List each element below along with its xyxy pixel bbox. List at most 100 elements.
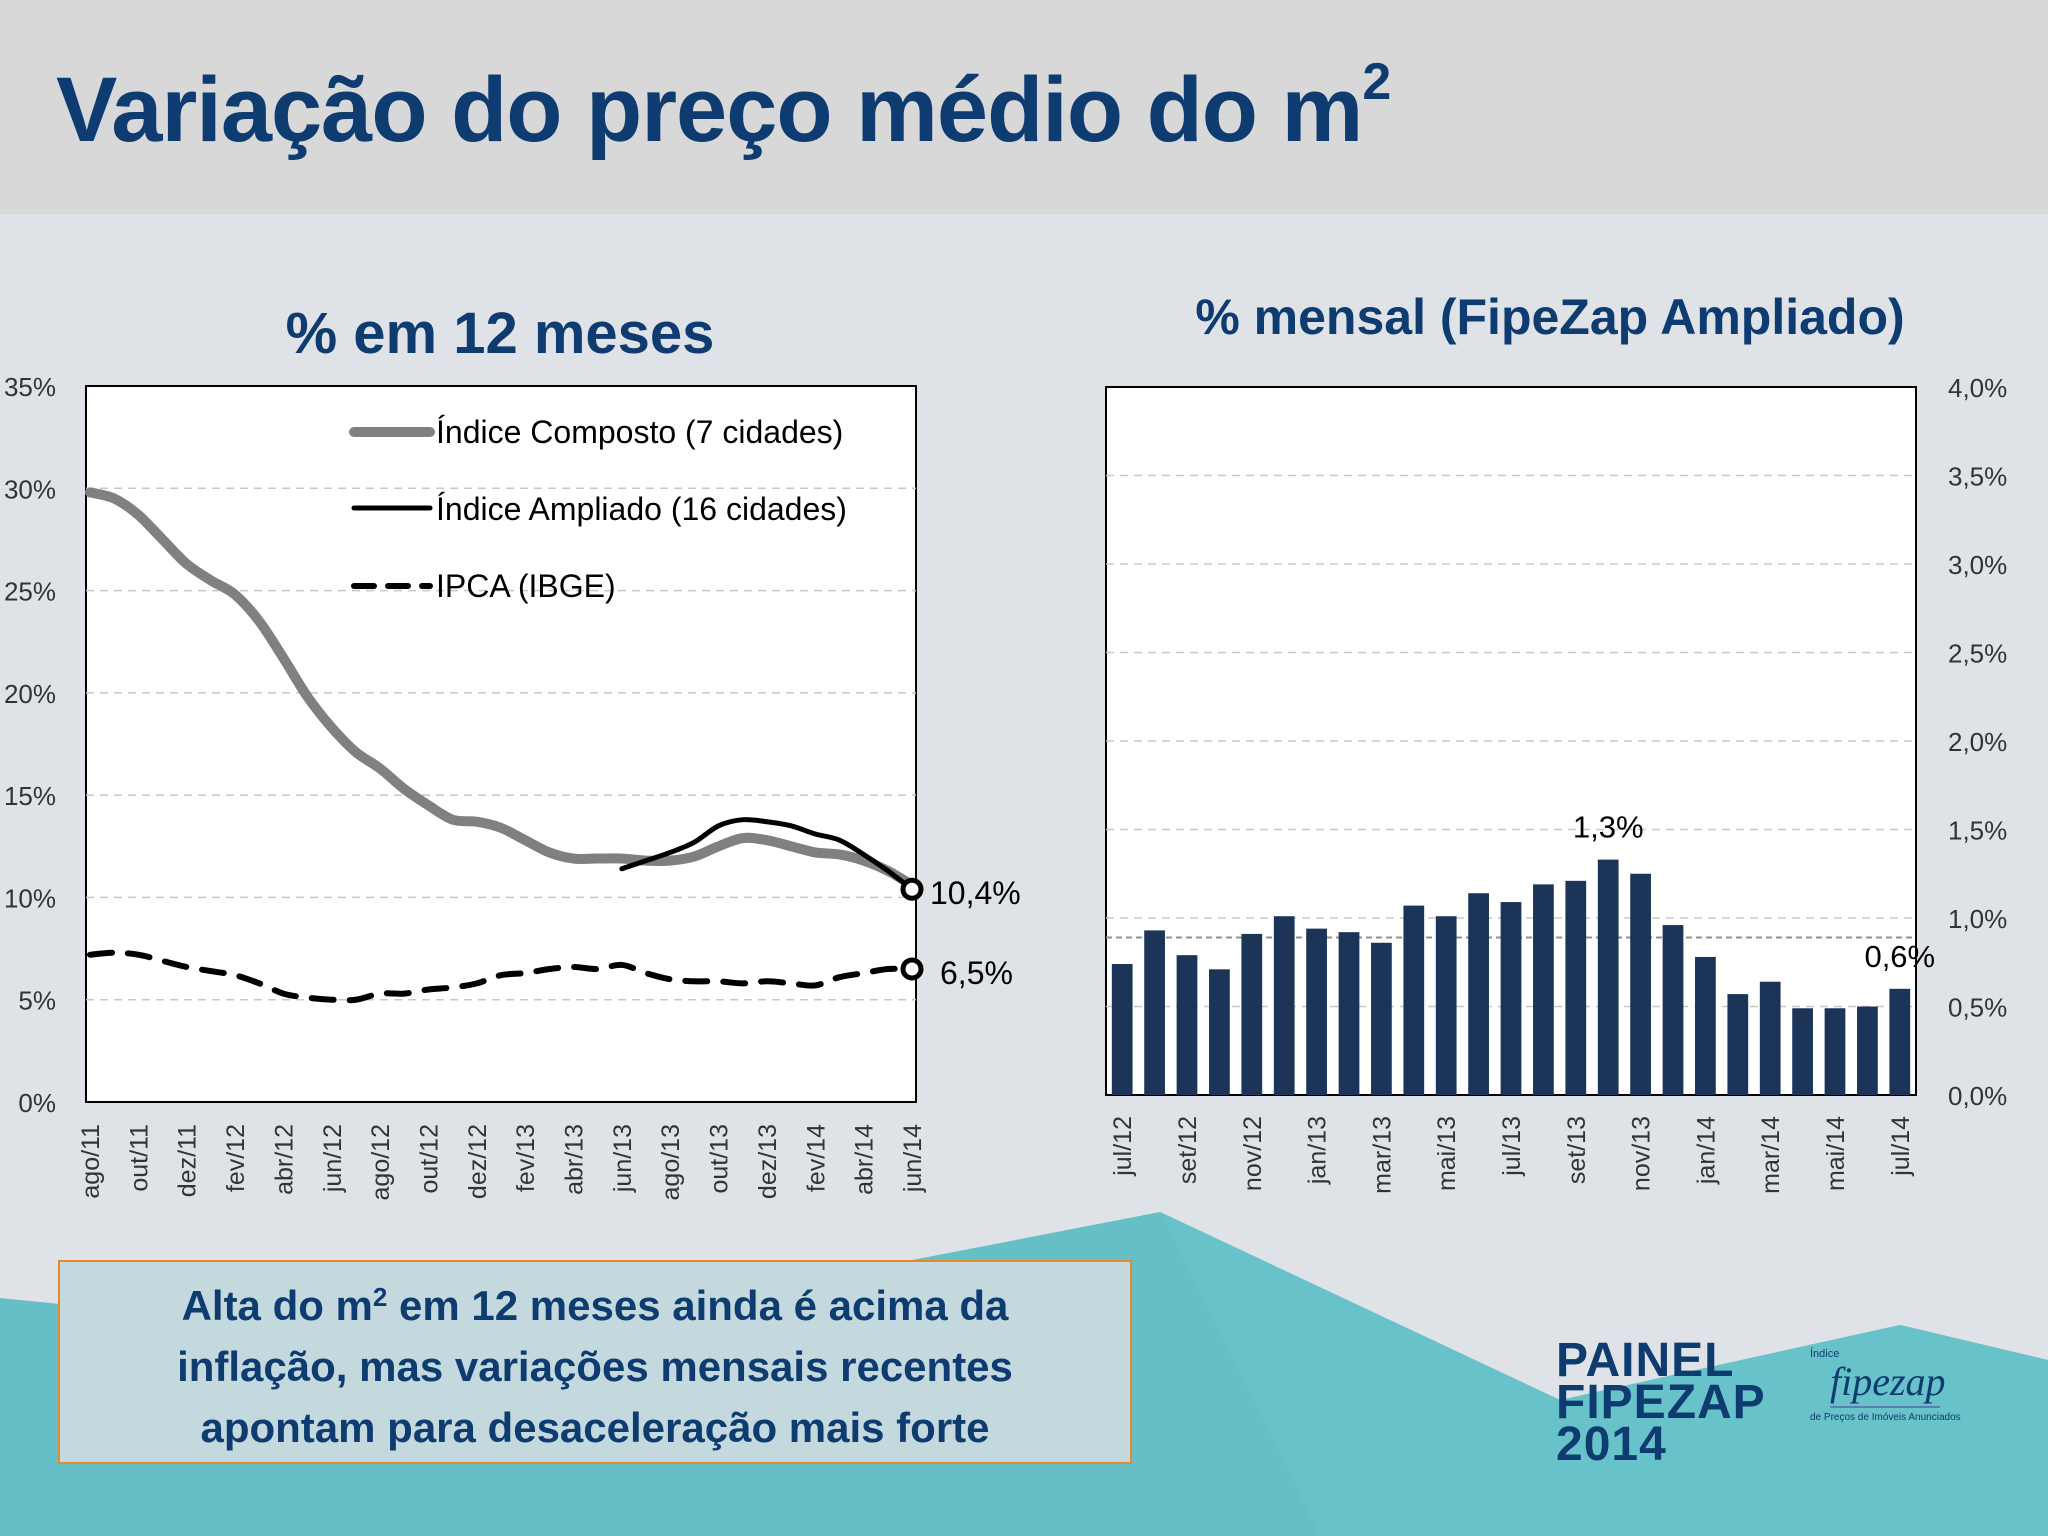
x-tick-label: mar/13	[1368, 1116, 1396, 1194]
series-line-composto	[85, 487, 917, 891]
legend-label-ampliado: Índice Ampliado (16 cidades)	[436, 491, 847, 527]
x-tick-label: jan/14	[1692, 1116, 1720, 1185]
y-tick-label: 0,5%	[1948, 993, 2007, 1023]
bar	[1533, 884, 1554, 1095]
callout-line2: inflação, mas variações mensais recentes	[177, 1342, 1013, 1390]
series-line-ampliado	[619, 817, 915, 892]
y-tick-label: 3,5%	[1948, 462, 2007, 492]
bar	[1371, 942, 1392, 1095]
logo-underline	[1830, 1406, 1940, 1408]
bar	[1500, 902, 1522, 1095]
legend-label-ipca: IPCA (IBGE)	[436, 568, 616, 604]
x-tick-label: jul/14	[1887, 1116, 1915, 1177]
x-tick-label: jan/13	[1304, 1116, 1332, 1185]
bar	[1241, 933, 1263, 1095]
end-marker-ipca	[900, 957, 924, 981]
x-tick-label: jun/14	[899, 1124, 927, 1193]
bar-data-label: 0,6%	[1864, 939, 1935, 974]
bar-data-label: 1,3%	[1573, 810, 1644, 845]
bar	[1111, 964, 1133, 1095]
y-tick-label: 4,0%	[1948, 373, 2007, 403]
y-tick-label: 1,0%	[1948, 904, 2007, 934]
x-tick-label: jul/13	[1498, 1116, 1526, 1177]
bar	[1306, 928, 1327, 1095]
bar	[1209, 969, 1230, 1095]
x-tick-label: set/12	[1174, 1116, 1202, 1184]
brand-line3: 2014	[1556, 1418, 1667, 1471]
bar	[1857, 1006, 1878, 1095]
x-tick-label: ago/12	[367, 1124, 395, 1200]
x-tick-label: mai/14	[1822, 1116, 1850, 1191]
x-tick-label: jun/13	[609, 1124, 637, 1193]
y-tick-label: 1,5%	[1948, 816, 2007, 846]
page-title-superscript: 2	[1362, 53, 1391, 111]
bar	[1662, 925, 1684, 1095]
x-tick-label: ago/13	[657, 1124, 685, 1200]
y-tick-label: 2,0%	[1948, 727, 2007, 757]
series-line-ipca	[87, 949, 915, 1004]
end-marker-ampliado	[900, 877, 924, 901]
x-tick-label: dez/13	[754, 1124, 782, 1199]
callout-line1-start: Alta do m	[181, 1281, 373, 1329]
bar	[1338, 932, 1360, 1095]
bar	[1889, 988, 1911, 1095]
bar	[1144, 930, 1165, 1095]
bar	[1176, 955, 1198, 1095]
page-title: Variação do preço médio do m2	[56, 52, 1391, 163]
x-tick-label: dez/11	[174, 1124, 202, 1197]
bar	[1273, 916, 1295, 1095]
x-tick-label: fev/14	[802, 1124, 830, 1192]
y-tick-label: 25%	[4, 577, 56, 607]
logo-subtitle: de Preços de Imóveis Anunciados	[1810, 1412, 1961, 1423]
line-chart-title: % em 12 meses	[285, 301, 715, 366]
fipezap-logo: Índice fipezap de Preços de Imóveis Anun…	[1808, 1348, 1968, 1428]
x-tick-label: abr/14	[851, 1124, 879, 1195]
y-tick-label: 0%	[18, 1088, 56, 1118]
end-label-ampliado: 10,4%	[930, 875, 1021, 911]
callout-superscript: 2	[372, 1281, 388, 1312]
y-tick-label: 15%	[4, 781, 56, 811]
x-tick-label: nov/13	[1628, 1116, 1656, 1191]
logo-small-text: Índice	[1810, 1348, 1840, 1360]
x-tick-label: jun/12	[319, 1124, 347, 1193]
x-tick-label: mar/14	[1757, 1116, 1785, 1194]
x-tick-label: fev/13	[512, 1124, 540, 1192]
bar	[1695, 956, 1716, 1095]
brand-line2: FIPEZAP	[1556, 1376, 1766, 1429]
x-tick-label: abr/12	[270, 1124, 298, 1195]
bar	[1759, 981, 1781, 1095]
y-tick-label: 2,5%	[1948, 639, 2007, 669]
bar	[1630, 873, 1651, 1095]
callout-line3: apontam para desaceleração mais forte	[200, 1403, 990, 1451]
x-tick-label: ago/11	[77, 1124, 105, 1199]
bar	[1824, 1008, 1846, 1095]
bar	[1565, 880, 1587, 1095]
x-tick-label: out/12	[415, 1124, 443, 1194]
y-tick-label: 3,0%	[1948, 550, 2007, 580]
x-tick-label: nov/12	[1239, 1116, 1267, 1191]
page-title-text: Variação do preço médio do m	[56, 59, 1363, 161]
logo-wordmark: fipezap	[1830, 1359, 1946, 1404]
y-tick-label: 20%	[4, 679, 56, 709]
painel-fipezap-brand: PAINEL FIPEZAP 2014	[1556, 1334, 1766, 1471]
x-tick-label: mai/13	[1433, 1116, 1461, 1191]
brand-line1: PAINEL	[1556, 1334, 1735, 1387]
x-tick-label: fev/12	[222, 1124, 250, 1192]
header-band: Variação do preço médio do m2	[0, 0, 2048, 214]
y-tick-label: 5%	[18, 986, 56, 1016]
x-tick-label: set/13	[1563, 1116, 1591, 1184]
callout-line1-end: em 12 meses ainda é acima da	[387, 1281, 1009, 1329]
x-tick-label: dez/12	[464, 1124, 492, 1199]
bar	[1597, 859, 1619, 1095]
callout-box: Alta do m2 em 12 meses ainda é acima da …	[58, 1260, 1132, 1464]
bar	[1792, 1008, 1813, 1095]
bar	[1403, 905, 1425, 1095]
x-tick-label: out/11	[125, 1124, 153, 1192]
legend-label-composto: Índice Composto (7 cidades)	[436, 414, 843, 450]
bar	[1468, 893, 1489, 1095]
y-tick-label: 10%	[4, 883, 56, 913]
end-label-ipca: 6,5%	[940, 955, 1013, 991]
x-tick-label: abr/13	[561, 1124, 589, 1195]
